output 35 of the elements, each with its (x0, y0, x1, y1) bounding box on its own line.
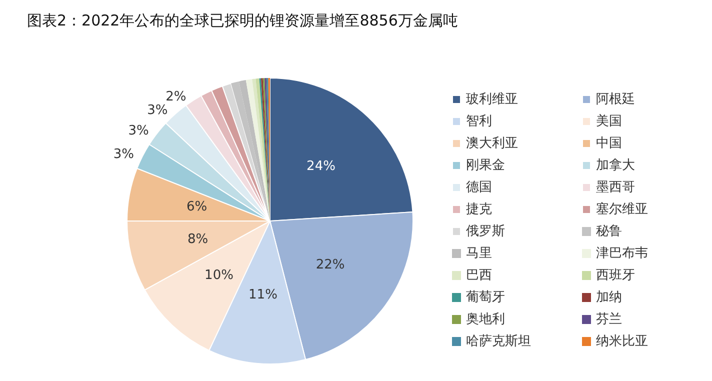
legend-label: 美国 (596, 113, 622, 129)
legend-label: 纳米比亚 (596, 334, 648, 349)
data-label: 8% (188, 232, 208, 248)
legend-label: 葡萄牙 (466, 290, 505, 305)
data-label: 3% (147, 103, 168, 118)
legend-label: 塞尔维亚 (596, 201, 648, 217)
legend-label: 马里 (466, 246, 492, 261)
legend-label: 西班牙 (596, 268, 635, 283)
data-label: 10% (204, 268, 234, 283)
legend-label: 德国 (466, 180, 492, 195)
legend-label: 阿根廷 (596, 92, 635, 107)
data-label: 11% (248, 288, 278, 303)
data-label: 3% (128, 123, 149, 138)
legend-label: 捷克 (466, 202, 492, 217)
legend-label: 智利 (466, 114, 492, 129)
legend-label: 玻利维亚 (466, 92, 518, 107)
chart-title: 图表2：2022年公布的全球已探明的锂资源量增至8856万金属吨 (27, 12, 458, 30)
legend-label: 津巴布韦 (596, 246, 648, 261)
legend-label: 加纳 (596, 290, 622, 305)
legend-label: 墨西哥 (596, 180, 635, 195)
legend-label: 芬兰 (596, 312, 622, 327)
legend-label: 奥地利 (466, 312, 505, 327)
data-label: 3% (113, 146, 134, 162)
data-label: 6% (186, 200, 208, 215)
legend-label: 秘鲁 (596, 224, 622, 239)
legend-label: 俄罗斯 (466, 224, 505, 239)
data-label: 2% (166, 89, 186, 104)
data-label: 22% (316, 257, 345, 272)
legend-label: 中国 (596, 136, 622, 151)
legend-label: 巴西 (466, 268, 492, 283)
legend-label: 哈萨克斯坦 (466, 334, 531, 349)
data-label: 24% (306, 159, 336, 174)
legend-label: 澳大利亚 (466, 136, 518, 151)
legend-label: 加拿大 (596, 158, 635, 173)
legend-label: 刚果金 (466, 158, 505, 173)
